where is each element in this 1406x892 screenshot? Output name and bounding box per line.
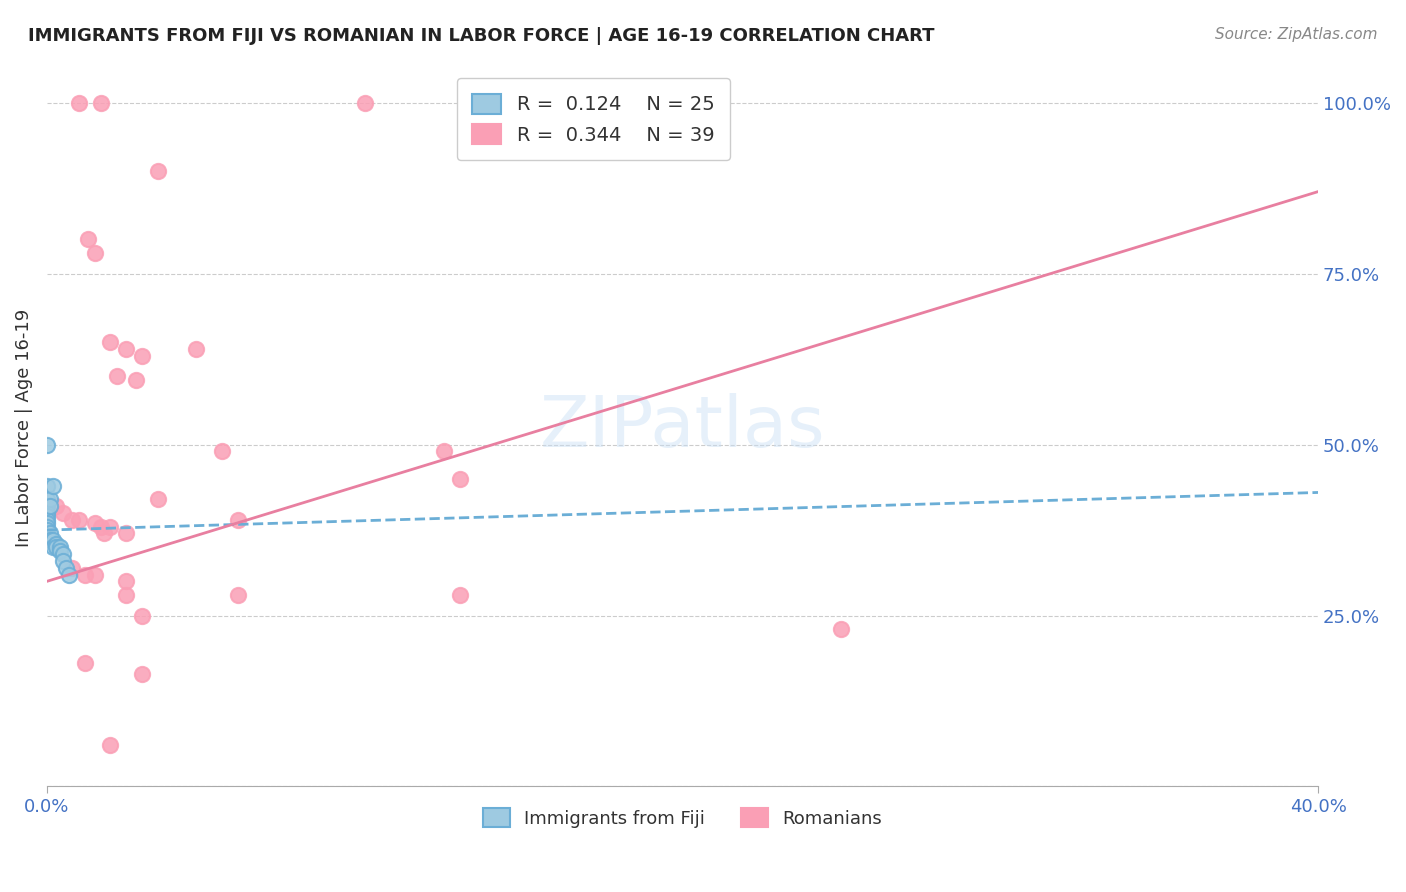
Point <box>100 519 122 533</box>
Point <box>42 478 65 492</box>
Point <box>52 554 75 568</box>
Point <box>35 499 58 513</box>
Point <box>35 492 58 507</box>
Point <box>42 533 65 548</box>
Point <box>60 513 83 527</box>
Point <box>35 519 58 533</box>
Point <box>52 506 75 520</box>
Point <box>35 478 58 492</box>
Point <box>67 95 90 110</box>
Point <box>35 516 58 531</box>
Point <box>90 519 112 533</box>
Point <box>58 567 80 582</box>
Point <box>449 472 471 486</box>
Point <box>55 560 77 574</box>
Point <box>93 526 115 541</box>
Point <box>100 334 122 349</box>
Point <box>35 506 58 520</box>
Point <box>131 666 153 681</box>
Legend: Immigrants from Fiji, Romanians: Immigrants from Fiji, Romanians <box>475 801 890 835</box>
Point <box>45 499 67 513</box>
Point <box>115 526 138 541</box>
Point <box>105 369 128 384</box>
Point <box>125 373 148 387</box>
Point <box>39 526 62 541</box>
Point <box>73 567 96 582</box>
Text: Source: ZipAtlas.com: Source: ZipAtlas.com <box>1215 27 1378 42</box>
Text: IMMIGRANTS FROM FIJI VS ROMANIAN IN LABOR FORCE | AGE 16-19 CORRELATION CHART: IMMIGRANTS FROM FIJI VS ROMANIAN IN LABO… <box>28 27 935 45</box>
Point <box>60 560 83 574</box>
Point <box>35 513 58 527</box>
Point <box>35 509 58 524</box>
Point <box>226 513 249 527</box>
Point <box>131 608 153 623</box>
Point <box>77 232 100 246</box>
Point <box>73 657 96 671</box>
Point <box>48 543 70 558</box>
Point <box>35 523 58 537</box>
Point <box>115 574 138 589</box>
Point <box>52 547 75 561</box>
Point <box>83 516 105 531</box>
Point <box>39 499 62 513</box>
Point <box>115 588 138 602</box>
Point <box>35 437 58 451</box>
Point <box>186 342 208 356</box>
Point <box>211 444 233 458</box>
Point <box>39 492 62 507</box>
Point <box>83 246 105 260</box>
Point <box>115 342 138 356</box>
Point <box>830 622 852 636</box>
Point <box>83 567 105 582</box>
Point <box>226 588 249 602</box>
Point <box>100 739 122 753</box>
Point <box>39 533 62 548</box>
Point <box>67 513 90 527</box>
Point <box>48 540 70 554</box>
Point <box>449 588 471 602</box>
Text: ZIPatlas: ZIPatlas <box>540 393 825 462</box>
Point <box>90 95 112 110</box>
Point <box>45 540 67 554</box>
Y-axis label: In Labor Force | Age 16-19: In Labor Force | Age 16-19 <box>15 309 32 547</box>
Point <box>146 164 169 178</box>
Point <box>433 444 456 458</box>
Point <box>35 506 58 520</box>
Point <box>131 349 153 363</box>
Point <box>42 540 65 554</box>
Point <box>146 492 169 507</box>
Point <box>353 95 375 110</box>
Point <box>45 537 67 551</box>
